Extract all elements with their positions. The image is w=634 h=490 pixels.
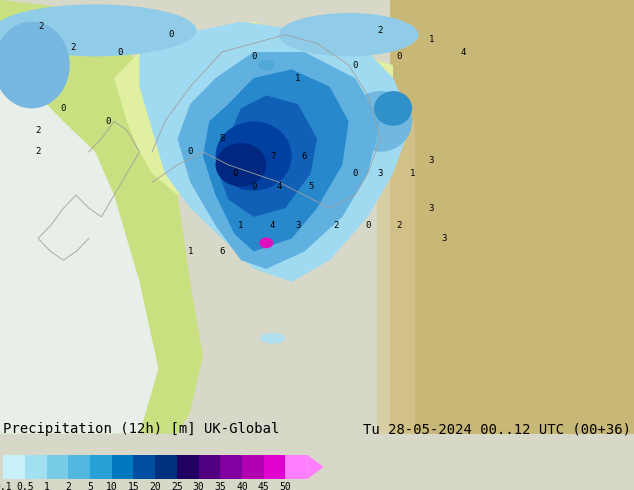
Text: 0.1: 0.1 (0, 482, 12, 490)
Text: 5: 5 (308, 182, 313, 191)
Text: 6: 6 (302, 151, 307, 161)
Text: 0: 0 (365, 221, 370, 230)
Polygon shape (0, 0, 203, 434)
Text: 0: 0 (188, 147, 193, 156)
Text: 1: 1 (238, 221, 243, 230)
Text: 6: 6 (219, 247, 224, 256)
Text: 3: 3 (429, 204, 434, 213)
Text: Precipitation (12h) [m] UK-Global: Precipitation (12h) [m] UK-Global (3, 422, 280, 436)
FancyBboxPatch shape (377, 122, 415, 434)
Ellipse shape (0, 4, 197, 56)
Ellipse shape (259, 238, 273, 248)
Text: 2: 2 (65, 482, 71, 490)
Text: 0: 0 (169, 30, 174, 39)
Text: 25: 25 (171, 482, 183, 490)
Ellipse shape (260, 333, 285, 343)
Text: 0: 0 (105, 117, 110, 126)
Text: 35: 35 (214, 482, 226, 490)
Text: 2: 2 (397, 221, 402, 230)
Ellipse shape (216, 122, 292, 191)
Polygon shape (0, 87, 158, 434)
Text: 4: 4 (460, 48, 465, 56)
Text: 3: 3 (441, 234, 446, 243)
Text: 45: 45 (258, 482, 269, 490)
Text: 1: 1 (188, 247, 193, 256)
Ellipse shape (0, 22, 70, 108)
Text: 3: 3 (295, 221, 301, 230)
Text: 7: 7 (270, 151, 275, 161)
FancyBboxPatch shape (390, 0, 634, 434)
Text: 3: 3 (378, 169, 383, 178)
Text: 3: 3 (429, 156, 434, 165)
Ellipse shape (374, 91, 412, 126)
Ellipse shape (258, 60, 274, 71)
Text: 2: 2 (36, 125, 41, 135)
Text: 0: 0 (353, 61, 358, 70)
Text: 8: 8 (219, 134, 224, 143)
Text: 2: 2 (333, 221, 339, 230)
Text: 2: 2 (70, 43, 75, 52)
Text: 1: 1 (429, 34, 434, 44)
Text: 15: 15 (127, 482, 139, 490)
Text: 4: 4 (270, 221, 275, 230)
Text: 0: 0 (251, 52, 256, 61)
Text: 2: 2 (39, 22, 44, 30)
Text: 0.5: 0.5 (16, 482, 34, 490)
Polygon shape (139, 22, 412, 282)
Text: 1: 1 (44, 482, 49, 490)
Polygon shape (203, 70, 349, 251)
Text: 0: 0 (232, 169, 237, 178)
Text: 20: 20 (149, 482, 161, 490)
Polygon shape (216, 96, 317, 217)
Text: 5: 5 (87, 482, 93, 490)
Text: 0: 0 (118, 48, 123, 56)
Text: 0: 0 (251, 182, 256, 191)
Text: 30: 30 (193, 482, 204, 490)
Polygon shape (114, 22, 393, 195)
Text: Tu 28-05-2024 00..12 UTC (00+36): Tu 28-05-2024 00..12 UTC (00+36) (363, 422, 631, 436)
Text: 2: 2 (378, 26, 383, 35)
Ellipse shape (279, 13, 418, 56)
Text: 10: 10 (106, 482, 117, 490)
Text: 2: 2 (36, 147, 41, 156)
Ellipse shape (349, 91, 412, 152)
Text: 40: 40 (236, 482, 248, 490)
Polygon shape (178, 52, 380, 269)
Text: 1: 1 (295, 74, 301, 82)
Text: 0: 0 (397, 52, 402, 61)
Text: 0: 0 (61, 104, 66, 113)
Text: 50: 50 (280, 482, 291, 490)
Ellipse shape (216, 143, 266, 187)
Text: 0: 0 (353, 169, 358, 178)
Text: 4: 4 (276, 182, 281, 191)
Text: 1: 1 (410, 169, 415, 178)
